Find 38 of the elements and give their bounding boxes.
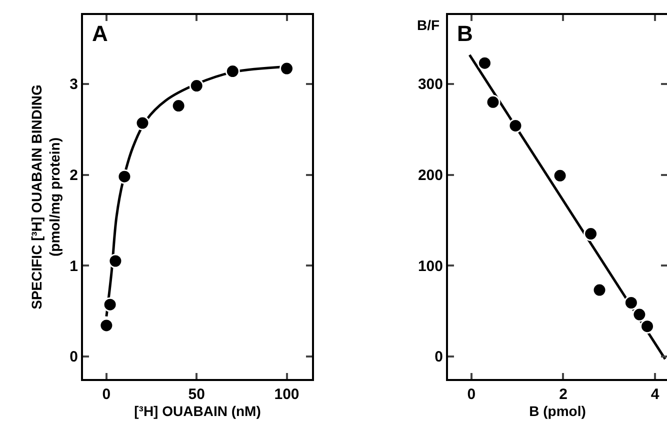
x-tick-label: 100 — [274, 386, 300, 403]
y-axis-title: SPECIFIC [³H] OUABAIN BINDING (pmol/mg protein) — [28, 84, 63, 310]
point — [584, 226, 598, 242]
y-tick-label: 1 — [70, 258, 78, 275]
x-axis-title: [³H] OUABAIN (nM) — [134, 403, 261, 419]
point — [508, 118, 523, 133]
y-tick-label: 100 — [418, 258, 443, 275]
point — [592, 282, 607, 298]
y-tick-label: 300 — [418, 76, 443, 94]
y-tick-label: 200 — [418, 167, 443, 184]
y-tick-label: 0 — [70, 348, 78, 366]
point — [552, 168, 568, 183]
point — [99, 318, 114, 333]
point — [624, 296, 638, 310]
point — [108, 254, 123, 268]
point — [632, 307, 647, 322]
y-tick-label: 2 — [70, 167, 78, 184]
point — [102, 297, 118, 312]
point — [280, 61, 294, 76]
point — [486, 94, 500, 110]
x-tick-label: 2 — [559, 386, 568, 403]
point — [225, 64, 240, 79]
y-tick-label: 3 — [70, 76, 78, 94]
y-tick-label: 0 — [434, 348, 443, 366]
annotation: A — [92, 21, 108, 46]
point — [640, 319, 655, 334]
y-axis-title: B/F — [417, 17, 440, 33]
point — [117, 169, 132, 184]
x-tick-label: 4 — [650, 386, 660, 403]
x-tick-label: 0 — [467, 386, 476, 403]
x-tick-label: 0 — [102, 386, 111, 403]
point — [189, 78, 204, 94]
x-axis-title: B (pmol) — [529, 403, 586, 419]
point — [171, 98, 186, 114]
point — [477, 56, 492, 70]
point — [135, 116, 150, 130]
annotation: B — [457, 21, 473, 46]
x-tick-label: 50 — [188, 386, 205, 403]
